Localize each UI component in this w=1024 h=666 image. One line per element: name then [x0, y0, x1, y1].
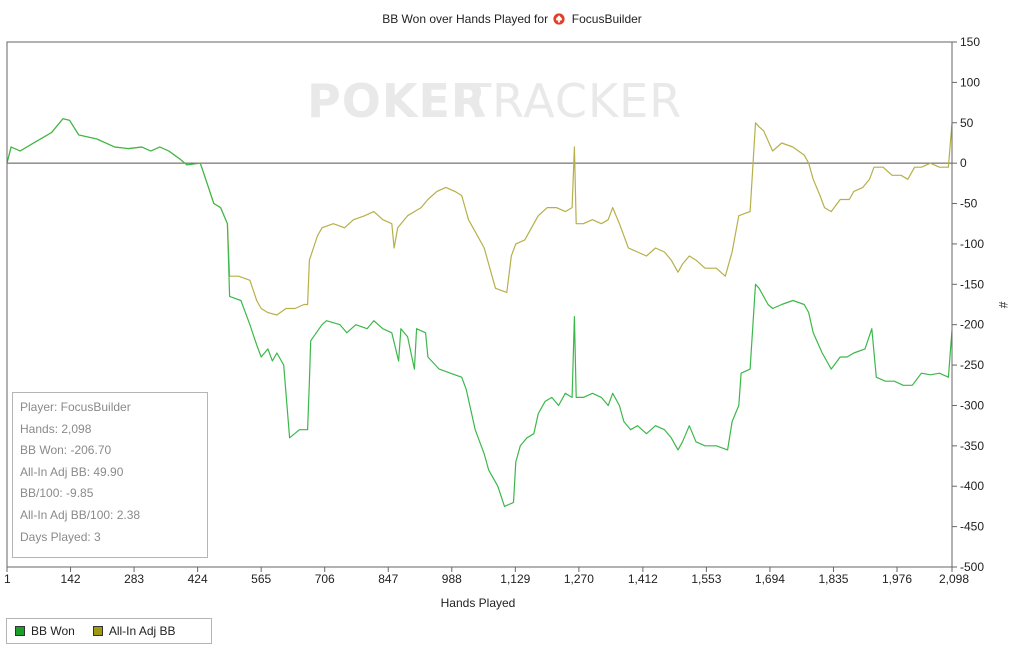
x-tick-label: 1,835	[818, 572, 848, 586]
x-tick-label: 1,270	[564, 572, 594, 586]
y-tick-label: 0	[960, 156, 967, 170]
y-tick-label: -400	[960, 479, 984, 493]
x-tick-label: 565	[251, 572, 271, 586]
x-tick-label: 1,412	[628, 572, 658, 586]
chart-title-player: FocusBuilder	[571, 12, 642, 26]
legend-label-bb-won: BB Won	[31, 624, 75, 638]
stat-player: Player: FocusBuilder	[20, 400, 131, 414]
y-tick-label: -250	[960, 358, 984, 372]
y-axis-title: #	[996, 302, 1010, 309]
x-tick-label: 424	[188, 572, 208, 586]
x-tick-label: 847	[378, 572, 398, 586]
y-tick-label: -450	[960, 520, 984, 534]
legend-item-bb-won[interactable]: BB Won	[15, 624, 75, 638]
stat-hands: Hands: 2,098	[20, 421, 92, 436]
stat-allin-adj-bb: All-In Adj BB: 49.90	[20, 464, 124, 479]
plot-layer	[6, 118, 953, 507]
legend-label-allin-adj-bb: All-In Adj BB	[108, 624, 176, 638]
stat-days-played: Days Played: 3	[20, 529, 101, 544]
y-tick-label: -50	[960, 197, 978, 211]
x-tick-label: 706	[315, 572, 335, 586]
x-tick-label: 283	[124, 572, 144, 586]
y-tick-label: -200	[960, 318, 984, 332]
y-tick-label: -300	[960, 398, 984, 412]
pokertracker-spade-icon	[553, 13, 566, 25]
stats-box: Player: FocusBuilder Hands: 2,098 BB Won…	[12, 392, 208, 558]
chart-title-prefix: BB Won over Hands Played for	[382, 12, 549, 26]
plot-frame	[6, 41, 953, 568]
stat-bb-100: BB/100: -9.85	[20, 486, 94, 501]
watermark-poker: POKER	[307, 74, 487, 128]
legend-swatch-bb-won	[15, 626, 25, 636]
x-tick-label: 1,694	[755, 572, 785, 586]
axis-layer: 150 100 50 0 -50 -100 -150 -200 -250 -300 -350 -400…	[4, 35, 984, 586]
x-tick-label: 2,098	[939, 572, 969, 586]
x-tick-label: 1,129	[500, 572, 530, 586]
legend-swatch-allin-adj-bb	[92, 626, 103, 636]
y-tick-label: -100	[960, 237, 984, 251]
y-tick-label: 150	[960, 35, 980, 49]
stat-bb-won: BB Won: -206.70	[20, 443, 112, 458]
x-tick-label: 988	[442, 572, 462, 586]
x-tick-label: 1	[4, 572, 11, 586]
chart-title: BB Won over Hands Played for FocusBuilde…	[0, 12, 1024, 26]
x-axis-title: Hands Played	[441, 596, 516, 610]
series-line-allin-adj-bb	[6, 118, 953, 316]
y-tick-label: 100	[960, 75, 980, 89]
stat-allin-adj-bb-100: All-In Adj BB/100: 2.38	[20, 507, 141, 522]
x-tick-label: 1,553	[691, 572, 721, 586]
y-tick-label: -150	[960, 277, 984, 291]
legend-item-allin-adj-bb[interactable]: All-In Adj BB	[92, 624, 176, 638]
y-tick-label: 50	[960, 116, 974, 130]
y-tick-label: -350	[960, 439, 984, 453]
series-line-bb-won	[6, 118, 953, 507]
chart-legend: BB Won All-In Adj BB	[6, 618, 212, 644]
watermark-tracker: TRACKER	[462, 74, 682, 128]
x-tick-label: 142	[61, 572, 81, 586]
x-tick-label: 1,976	[882, 572, 912, 586]
y-tick-label: -500	[960, 560, 984, 574]
